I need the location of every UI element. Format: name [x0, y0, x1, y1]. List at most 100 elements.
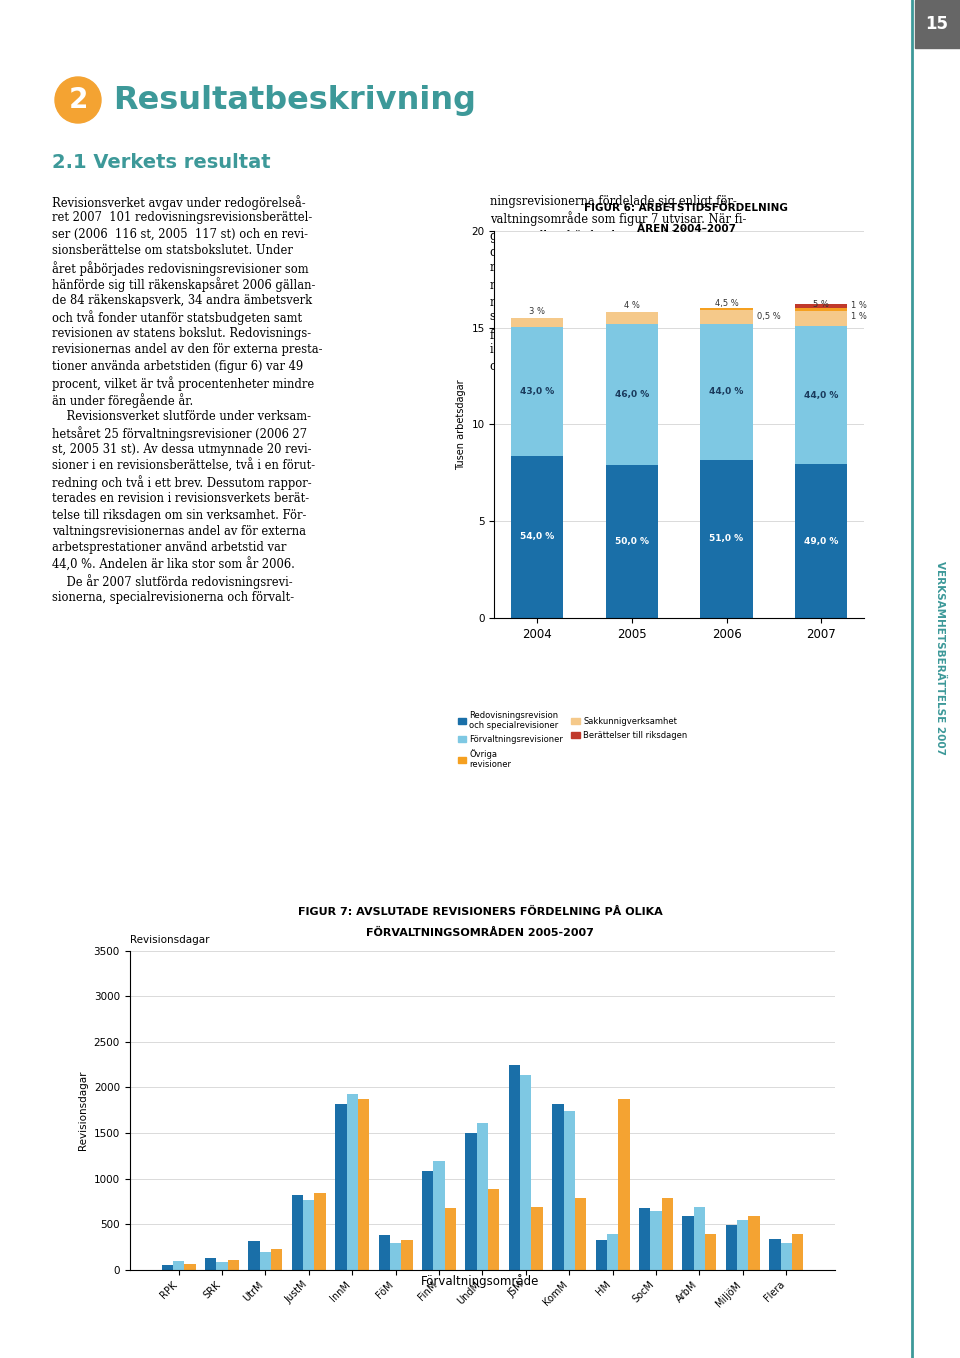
Text: 44,0 %: 44,0 % [709, 387, 744, 397]
Bar [701, 323, 753, 460]
Bar [606, 325, 658, 464]
Text: redning och två i ett brev. Dessutom rappor-: redning och två i ett brev. Dessutom rap… [52, 475, 312, 490]
Text: tioner använda arbetstiden (figur 6) var 49: tioner använda arbetstiden (figur 6) var… [52, 360, 303, 373]
Text: FIGUR 6: ARBETSTIDSFÖRDELNING: FIGUR 6: ARBETSTIDSFÖRDELNING [585, 204, 788, 213]
Text: område förklaras närmast av hur de: område förklaras närmast av hur de [490, 360, 702, 373]
Text: 15: 15 [925, 15, 948, 33]
Bar [161, 1266, 173, 1270]
Bar [639, 1207, 650, 1270]
Bar [358, 1099, 370, 1270]
Bar [303, 1199, 315, 1270]
Text: hänförde sig till räkenskapsåret 2006 gällan-: hänförde sig till räkenskapsåret 2006 gä… [52, 277, 316, 292]
Text: 51,0 %: 51,0 % [709, 535, 744, 543]
Bar [795, 311, 848, 326]
Bar [795, 304, 848, 307]
Text: FÖRVALTNINGSOMRÅDEN 2005-2007: FÖRVALTNINGSOMRÅDEN 2005-2007 [366, 928, 594, 937]
Text: ningsområde. I fråga om förvaltningsrevisio-: ningsområde. I fråga om förvaltningsrevi… [490, 277, 752, 292]
Text: 3 %: 3 % [529, 307, 545, 316]
Text: guren tolkas bör beaktas, att i fråga om re-: guren tolkas bör beaktas, att i fråga om… [490, 228, 743, 243]
Bar [466, 1133, 477, 1270]
Text: terades en revision i revisionsverkets berät-: terades en revision i revisionsverkets b… [52, 492, 309, 505]
Bar [795, 464, 848, 618]
Circle shape [55, 77, 101, 124]
Text: valtningsrevisionernas andel av för externa: valtningsrevisionernas andel av för exte… [52, 526, 306, 538]
Text: sionsberättelse om statsbokslutet. Under: sionsberättelse om statsbokslutet. Under [52, 244, 293, 258]
Text: telse till riksdagen om sin verksamhet. För-: telse till riksdagen om sin verksamhet. … [52, 508, 306, 521]
Bar [390, 1244, 401, 1270]
Bar [705, 1234, 716, 1270]
Bar [737, 1221, 749, 1270]
Text: hetsåret 25 förvaltningsrevisioner (2006 27: hetsåret 25 förvaltningsrevisioner (2006… [52, 426, 307, 441]
Text: procent, vilket är två procentenheter mindre: procent, vilket är två procentenheter mi… [52, 376, 314, 391]
Text: 44,0 %. Andelen är lika stor som år 2006.: 44,0 %. Andelen är lika stor som år 2006… [52, 558, 295, 572]
Bar [769, 1238, 780, 1270]
Bar [915, 0, 960, 48]
Y-axis label: Tusen arbetsdagar: Tusen arbetsdagar [456, 379, 466, 470]
Bar [701, 310, 753, 323]
Bar [795, 326, 848, 464]
Text: revisionen av statens bokslut. Redovisnings-: revisionen av statens bokslut. Redovisni… [52, 327, 311, 340]
Text: ningsrevisionerna fördelade sig enligt för-: ningsrevisionerna fördelade sig enligt f… [490, 196, 736, 208]
Text: nen ingår i kalkylen endast de revisionsdagar: nen ingår i kalkylen endast de revisions… [490, 293, 757, 308]
Bar [205, 1258, 216, 1270]
Bar [780, 1244, 792, 1270]
Bar [444, 1207, 456, 1270]
Bar [401, 1240, 413, 1270]
Text: ser (2006  116 st, 2005  117 st) och en revi-: ser (2006 116 st, 2005 117 st) och en re… [52, 228, 308, 240]
Text: st, 2005 31 st). Av dessa utmynnade 20 revi-: st, 2005 31 st). Av dessa utmynnade 20 r… [52, 443, 311, 455]
Text: valtningsområde som figur 7 utvisar. När fi-: valtningsområde som figur 7 utvisar. När… [490, 212, 746, 227]
Bar [606, 312, 658, 325]
Text: Förvaltningsområde: Förvaltningsområde [420, 1274, 540, 1287]
Bar [271, 1249, 282, 1270]
Bar [512, 318, 564, 327]
Bar [488, 1190, 499, 1270]
Text: ÅREN 2004–2007: ÅREN 2004–2007 [636, 224, 736, 234]
Bar [260, 1252, 271, 1270]
Bar [173, 1260, 184, 1270]
Bar [315, 1194, 325, 1270]
Text: än under föregående år.: än under föregående år. [52, 392, 193, 407]
Bar [606, 464, 658, 618]
Bar [378, 1234, 390, 1270]
Bar [216, 1262, 228, 1270]
Text: 49,0 %: 49,0 % [804, 536, 838, 546]
Bar [512, 456, 564, 618]
Text: året påbörjades redovisningsrevisioner som: året påbörjades redovisningsrevisioner s… [52, 261, 308, 276]
Text: De år 2007 slutförda redovisningsrevi-: De år 2007 slutförda redovisningsrevi- [52, 574, 293, 589]
Text: Resultatbeskrivning: Resultatbeskrivning [113, 84, 476, 115]
Bar [792, 1234, 804, 1270]
Bar [552, 1104, 564, 1270]
Y-axis label: Revisionsdagar: Revisionsdagar [78, 1070, 88, 1150]
Text: revisionernas andel av den för externa presta-: revisionernas andel av den för externa p… [52, 344, 323, 357]
Bar [292, 1195, 303, 1270]
Text: Revisionsdagar: Revisionsdagar [130, 936, 209, 945]
Bar [683, 1215, 694, 1270]
Text: 0,5 %: 0,5 % [756, 311, 780, 320]
Text: i antalet revisionsdagar enligt förvaltnings-: i antalet revisionsdagar enligt förvaltn… [490, 344, 743, 357]
Text: 4,5 %: 4,5 % [714, 299, 738, 308]
Bar [509, 1065, 520, 1270]
Bar [532, 1207, 542, 1270]
Text: 50,0 %: 50,0 % [614, 536, 649, 546]
Text: VERKSAMHETSBERÄTTELSE 2007: VERKSAMHETSBERÄTTELSE 2007 [935, 561, 945, 755]
Bar [512, 327, 564, 456]
Text: sioner i en revisionsberättelse, två i en förut-: sioner i en revisionsberättelse, två i e… [52, 459, 315, 473]
Bar [520, 1074, 532, 1270]
Text: förts under redogörelseåret. Förändringarna: förts under redogörelseåret. Förändringa… [490, 327, 753, 342]
Text: 2: 2 [68, 86, 87, 114]
Text: Revisionsverket avgav under redogörelseå-: Revisionsverket avgav under redogörelseå… [52, 196, 305, 210]
Text: och två fonder utanför statsbudgeten samt: och två fonder utanför statsbudgeten sam… [52, 311, 302, 326]
Bar [249, 1241, 260, 1270]
Bar [694, 1207, 705, 1270]
Bar [433, 1161, 444, 1270]
Text: 54,0 %: 54,0 % [520, 532, 554, 542]
Bar [595, 1240, 607, 1270]
Bar [701, 308, 753, 310]
Text: dovisningsrevisionen resultatet påverkas av: dovisningsrevisionen resultatet påverkas… [490, 244, 747, 259]
Text: 1 %: 1 % [852, 312, 867, 322]
Text: arbetsprestationer använd arbetstid var: arbetsprestationer använd arbetstid var [52, 542, 286, 554]
Legend: Redovisningsrevision
och specialrevisioner, Förvaltningsrevisioner, Övriga
revis: Redovisningsrevision och specialrevision… [454, 708, 690, 773]
Bar [650, 1211, 661, 1270]
Text: 4 %: 4 % [624, 301, 639, 310]
Text: Revisionsverket slutförde under verksam-: Revisionsverket slutförde under verksam- [52, 410, 311, 422]
